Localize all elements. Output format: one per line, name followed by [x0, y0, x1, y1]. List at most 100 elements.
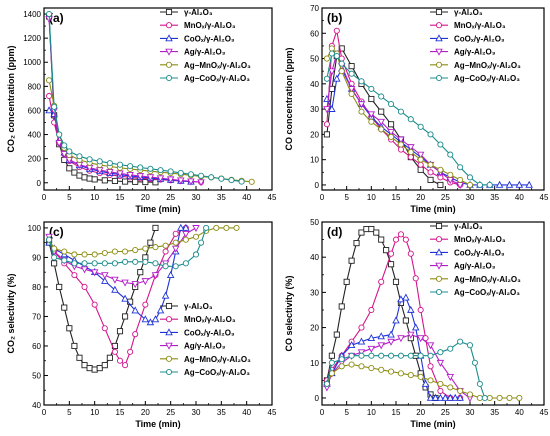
data-point — [46, 92, 53, 100]
data-point — [427, 363, 434, 370]
data-point — [55, 140, 63, 148]
data-point — [81, 251, 88, 258]
data-point — [218, 175, 225, 182]
data-point — [101, 272, 109, 280]
x-tick-label: 0 — [42, 408, 47, 417]
data-point — [338, 303, 345, 310]
data-point — [46, 10, 53, 18]
legend: γ-Al₂O₃ MnOₓ/γ-Al₂O₃ CoOₓ/γ-Al₂O₃ Ag/γ-Al₂O… — [160, 302, 251, 377]
data-point — [111, 248, 118, 255]
data-point — [363, 225, 370, 233]
legend-marker — [435, 74, 443, 82]
data-point — [323, 121, 330, 128]
data-point — [451, 393, 459, 401]
data-point — [358, 324, 365, 331]
data-point — [71, 342, 78, 350]
data-point — [377, 118, 385, 126]
data-point — [156, 306, 165, 314]
legend-marker — [165, 22, 173, 29]
data-point — [182, 223, 190, 231]
data-point — [397, 352, 404, 359]
series-coox — [45, 223, 190, 326]
data-point — [377, 332, 385, 340]
legend-marker — [165, 355, 173, 362]
data-point — [368, 95, 375, 103]
y-axis-label: CO₂ selectivity (%) — [6, 273, 16, 353]
data-point — [61, 304, 68, 311]
data-point — [397, 136, 405, 144]
data-point — [466, 391, 474, 398]
data-point — [233, 224, 240, 231]
data-point — [91, 251, 98, 258]
y-tick-label: 90 — [32, 253, 41, 262]
data-point — [46, 236, 53, 243]
data-point — [172, 263, 179, 270]
data-point — [187, 171, 194, 178]
x-tick-label: 25 — [441, 408, 450, 417]
y-tick-label: 100 — [28, 224, 42, 233]
data-point — [466, 174, 474, 181]
y-tick-label: 20 — [310, 130, 319, 139]
data-point — [122, 178, 129, 185]
plot-frame — [43, 221, 273, 406]
data-point — [417, 373, 424, 380]
data-point — [358, 352, 365, 359]
data-point — [447, 151, 454, 158]
data-point — [358, 78, 365, 85]
chart-panel-4: 0 5 10 15 20 25 30 35 40 45 0 10 20 30 40 50 Time (min) C… — [284, 218, 549, 429]
data-point — [353, 240, 360, 247]
legend-label: Ag/γ-Al₂O₃ — [184, 342, 226, 351]
data-point — [162, 248, 169, 255]
legend-label: CoOₓ/γ-Al₂O₃ — [184, 328, 235, 337]
data-point — [192, 233, 200, 240]
data-point — [101, 362, 108, 369]
data-point — [447, 345, 454, 352]
data-point — [348, 257, 355, 264]
legend-label: Ag−CoOₓ/γ-Al₂O₃ — [454, 288, 520, 297]
data-point — [121, 279, 129, 287]
data-point — [407, 331, 415, 339]
x-tick-label: 40 — [515, 408, 524, 417]
legend-label: Ag−MnOₓ/γ-Al₂O₃ — [454, 275, 521, 284]
legend-label: γ-Al₂O₃ — [184, 302, 213, 311]
data-point — [71, 251, 78, 258]
x-tick-label: 0 — [42, 193, 47, 202]
x-tick-label: 0 — [320, 193, 325, 202]
series-ag — [323, 331, 474, 403]
data-point — [436, 393, 445, 401]
data-point — [121, 294, 129, 302]
data-point — [177, 223, 185, 231]
data-point — [407, 144, 415, 152]
y-tick-label: 800 — [28, 82, 42, 91]
data-point — [101, 325, 108, 332]
legend-marker — [435, 248, 443, 256]
legend-marker — [165, 316, 173, 323]
data-point — [328, 104, 336, 112]
data-point — [407, 116, 414, 123]
y-tick-label: 0 — [315, 181, 320, 190]
series-line — [326, 297, 461, 399]
data-point — [388, 121, 395, 128]
legend-label: γ-Al₂O₃ — [454, 222, 483, 231]
x-tick-label: 30 — [192, 408, 201, 417]
data-point — [61, 142, 68, 149]
x-tick-label: 20 — [141, 193, 150, 202]
data-point — [338, 363, 345, 370]
x-tick-label: 5 — [67, 193, 72, 202]
data-point — [213, 224, 220, 231]
data-point — [466, 181, 474, 188]
legend-label: Ag−CoOₓ/γ-Al₂O₃ — [184, 368, 250, 377]
data-point — [495, 180, 504, 188]
data-point — [81, 283, 88, 290]
data-point — [357, 101, 366, 109]
legend-marker — [165, 302, 173, 310]
data-point — [122, 258, 129, 265]
x-tick-label: 25 — [166, 408, 175, 417]
x-tick-label: 15 — [116, 193, 125, 202]
y-tick-label: 40 — [310, 253, 319, 262]
data-point — [198, 172, 205, 179]
legend: γ-Al₂O₃ MnOₓ/γ-Al₂O₃ CoOₓ/γ-Al₂O₃ Ag/γ-Al₂O… — [430, 8, 521, 83]
x-axis-label: Time (min) — [135, 204, 180, 214]
data-point — [106, 354, 113, 361]
